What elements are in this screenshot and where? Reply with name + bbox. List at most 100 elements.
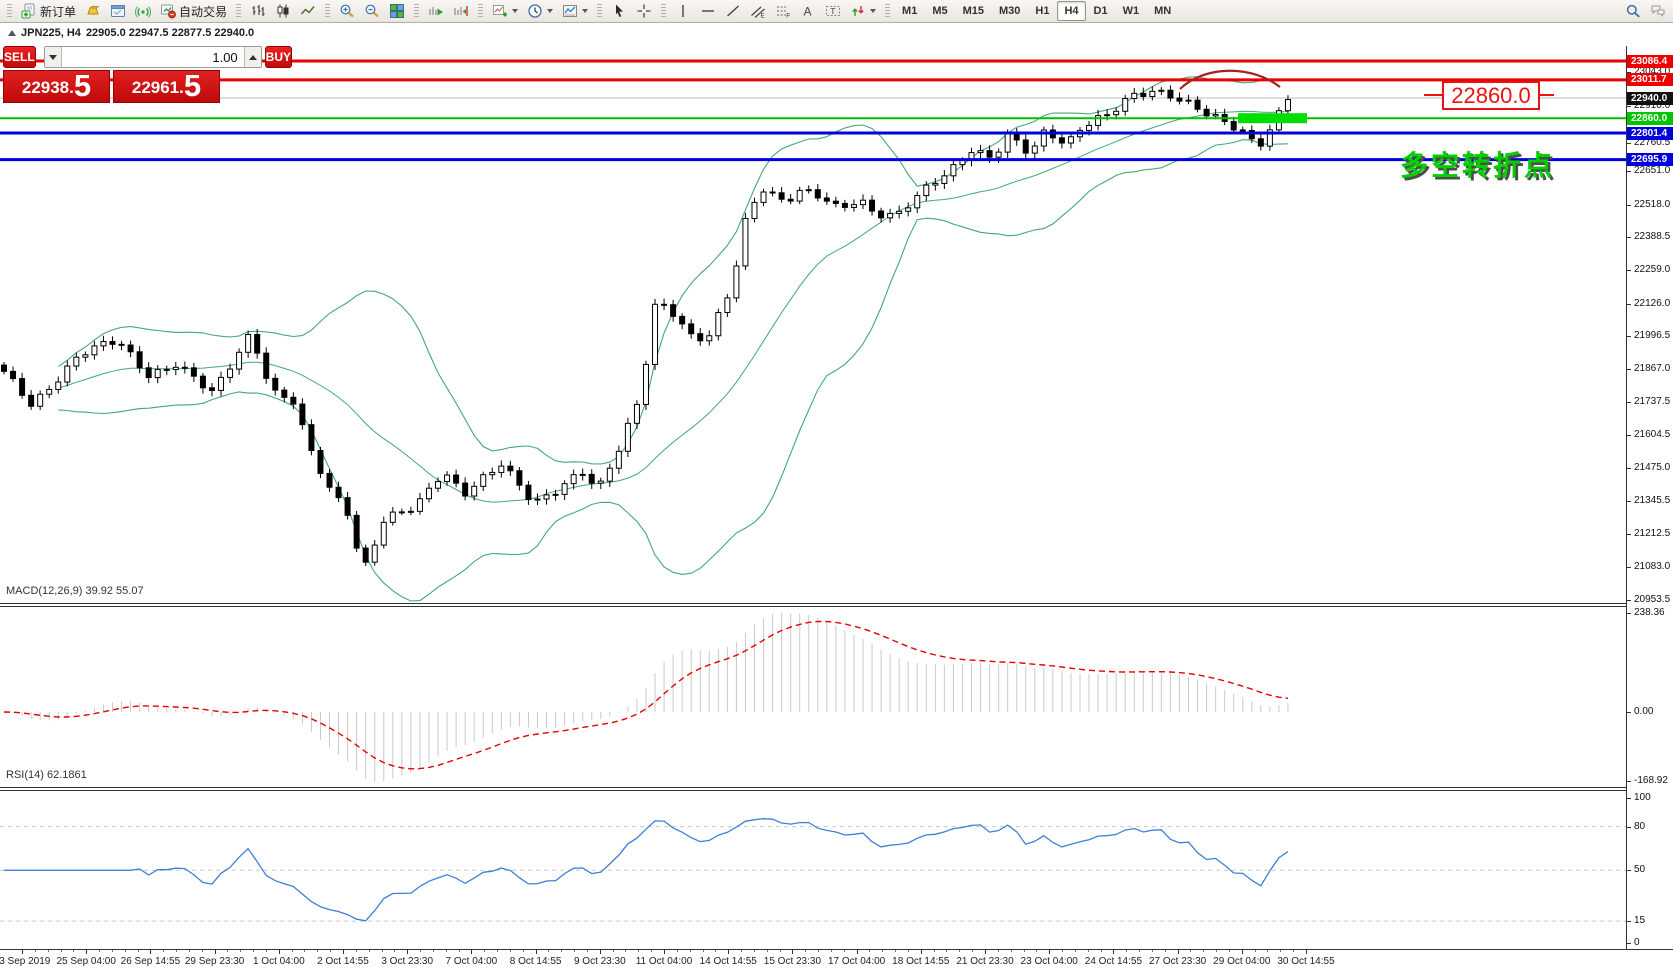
volume-input[interactable] (61, 47, 244, 67)
chat-icon (1650, 3, 1666, 19)
price-tick: 21996.5 (1627, 330, 1673, 342)
time-label: 29 Oct 04:00 (1213, 956, 1271, 967)
vertical-line-button[interactable] (671, 1, 695, 21)
signals-icon (135, 3, 152, 19)
new-order-button[interactable]: 新订单 (17, 1, 80, 21)
panel-separator[interactable] (0, 606, 1626, 607)
search-button[interactable] (1621, 1, 1645, 21)
trendline-button[interactable] (721, 1, 745, 21)
price-tick: 20953.5 (1627, 594, 1673, 606)
rsi-tick: 80 (1627, 821, 1673, 833)
rsi-tick: 50 (1627, 864, 1673, 876)
text-icon: A (800, 3, 816, 19)
templates-button[interactable] (558, 1, 592, 21)
buy-button[interactable]: BUY (264, 46, 293, 68)
text-label-button[interactable]: T (821, 1, 845, 21)
time-tick-minor (1126, 950, 1128, 952)
terminal-window-button[interactable] (106, 1, 130, 21)
timeframe-h4-button[interactable]: H4 (1057, 1, 1086, 21)
timeframe-w1-button[interactable]: W1 (1122, 5, 1140, 17)
timeframe-m30-button[interactable]: M30 (999, 5, 1021, 17)
sell-price-dot: . (69, 78, 74, 97)
time-tick-minor (933, 950, 935, 952)
line-chart-button[interactable] (296, 1, 320, 21)
buy-price-panel[interactable]: 22961. 5 (113, 70, 220, 103)
time-tick-minor (805, 950, 807, 952)
timeframe-mn-button[interactable]: MN (1154, 5, 1172, 17)
text-button[interactable]: A (796, 1, 820, 21)
time-tick-minor (265, 950, 267, 952)
price-axis[interactable]: 23043.0 22910.0 22760.5 22651.0 22518.0 22388… (1626, 46, 1673, 949)
equidistant-channel-button[interactable]: E (746, 1, 770, 21)
time-tick-minor (111, 950, 113, 952)
candlestick-button[interactable] (271, 1, 295, 21)
time-tick-minor (869, 950, 871, 952)
toolbar-grip (661, 3, 667, 19)
volume-increase-button[interactable] (243, 47, 261, 67)
timeframe-d1-button[interactable]: D1 (1093, 5, 1108, 17)
time-tick (22, 950, 23, 954)
time-tick (278, 950, 280, 954)
indicators-button[interactable] (488, 1, 522, 21)
chat-button[interactable] (1646, 1, 1670, 21)
periods-button[interactable] (523, 1, 557, 21)
time-tick (1306, 950, 1307, 954)
chevron-down-icon (547, 9, 554, 13)
sell-price-panel[interactable]: 22938. 5 (3, 70, 110, 103)
timeframe-m5-button[interactable]: M5 (932, 5, 948, 17)
time-tick-minor (1100, 950, 1102, 952)
time-tick-minor (497, 950, 499, 952)
time-label: 25 Sep 04:00 (56, 956, 116, 967)
tile-windows-button[interactable] (385, 1, 409, 21)
fibo-icon: F (775, 3, 791, 19)
chevron-down-icon (870, 9, 877, 13)
horizontal-line-button[interactable] (696, 1, 720, 21)
cursor-button[interactable] (607, 1, 631, 21)
time-tick-minor (1216, 950, 1218, 952)
autotrading-button[interactable]: 自动交易 (156, 1, 231, 21)
panel-separator[interactable] (0, 787, 1626, 788)
turning-point-annotation[interactable]: 多空转折点 (1400, 150, 1556, 181)
autotrading-icon (160, 3, 176, 19)
rsi-tick: 0 (1627, 937, 1673, 949)
price-tick: 22259.0 (1627, 264, 1673, 276)
toolbar-grip (597, 3, 603, 19)
rsi-panel-canvas[interactable] (0, 791, 1626, 949)
time-tick-minor (612, 950, 614, 952)
zoom-out-button[interactable] (360, 1, 384, 21)
price-level-badge: 23011.7 (1627, 73, 1673, 87)
signals-button[interactable] (131, 1, 155, 21)
arrows-button[interactable] (846, 1, 880, 21)
time-tick-minor (484, 950, 486, 952)
sell-price-fraction: 5 (73, 68, 92, 103)
fibonacci-button[interactable]: F (771, 1, 795, 21)
crosshair-icon (636, 3, 652, 19)
timeframe-m1-button[interactable]: M1 (902, 5, 918, 17)
time-label: 2 Oct 14:55 (317, 956, 369, 967)
sell-button[interactable]: SELL (3, 46, 36, 68)
macd-panel-canvas[interactable] (0, 607, 1626, 787)
timeframe-h1-button[interactable]: H1 (1035, 5, 1050, 17)
panel-separator[interactable] (0, 603, 1626, 604)
toolbar-grip (478, 3, 484, 19)
bar-chart-button[interactable] (246, 1, 270, 21)
zoom-in-button[interactable] (335, 1, 359, 21)
time-tick-minor (753, 950, 755, 952)
crosshair-button[interactable] (632, 1, 656, 21)
zoom-in-icon (339, 3, 355, 19)
time-tick-minor (715, 950, 717, 952)
volume-decrease-button[interactable] (44, 47, 62, 67)
time-tick-minor (843, 950, 845, 952)
panel-separator[interactable] (0, 790, 1626, 791)
buy-price-dot: . (179, 78, 184, 97)
timeframe-m15-button[interactable]: M15 (962, 5, 984, 17)
price-annotation-box[interactable]: 22860.0 (1442, 81, 1540, 110)
time-tick-minor (830, 950, 832, 952)
chart-shift-button[interactable] (449, 1, 473, 21)
gold-ingot-button[interactable] (81, 1, 105, 21)
auto-scroll-button[interactable] (424, 1, 448, 21)
time-tick-minor (99, 950, 101, 952)
time-tick-minor (1203, 950, 1205, 952)
price-chart-canvas[interactable] (0, 46, 1626, 603)
